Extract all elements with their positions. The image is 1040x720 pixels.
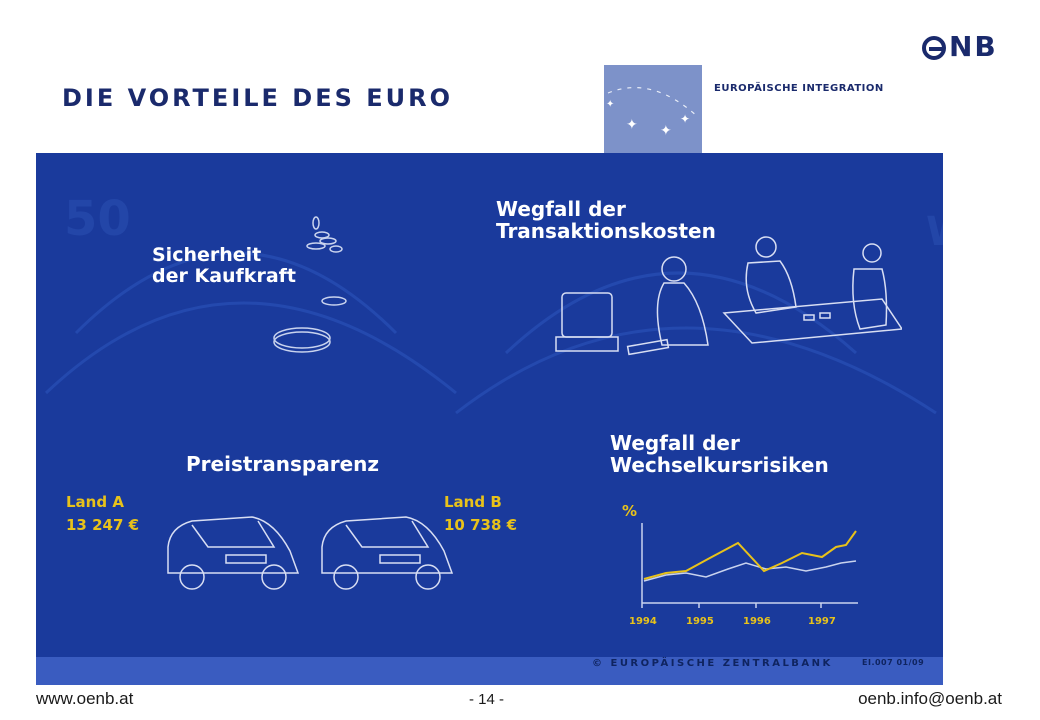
coins-illustration: [273, 216, 347, 353]
ecb-code: EI.007 01/09: [862, 658, 925, 667]
land-b-label: Land B: [444, 493, 502, 511]
land-a-price: 13 247 €: [66, 515, 140, 534]
bottom-band: [36, 657, 943, 685]
office-workers-illustration: [555, 236, 902, 356]
land-b-price: 10 738 €: [444, 515, 518, 534]
eu-integration-label: EUROPÄISCHE INTEGRATION: [714, 83, 884, 94]
euro-ring-icon: [922, 36, 946, 60]
oenb-logo: NB: [922, 30, 1006, 63]
heading-sicherheit: Sicherheit der Kaufkraft: [152, 244, 296, 287]
footer-page-number: - 14 -: [469, 691, 505, 708]
land-a-label: Land A: [66, 493, 124, 511]
chart-series-yellow: [643, 530, 857, 580]
page-title: DIE VORTEILE DES EURO: [62, 84, 454, 112]
chart-unit-label: %: [622, 502, 638, 520]
year-label: 1995: [686, 616, 714, 627]
svg-text:✦: ✦: [680, 112, 690, 126]
ecb-credit: © EUROPÄISCHE ZENTRALBANK: [592, 658, 833, 669]
exchange-rate-chart: [641, 523, 858, 608]
year-label: 1994: [629, 616, 657, 627]
land-a: Land A 13 247 €: [66, 491, 139, 536]
heading-preistransparenz: Preistransparenz: [186, 452, 380, 476]
eu-flag-image: ✦ ✦ ✦ ✦: [604, 65, 702, 155]
svg-text:✦: ✦: [606, 99, 614, 110]
heading-wechselkurs: Wegfall der Wechselkursrisiken: [610, 431, 829, 477]
svg-text:✦: ✦: [626, 117, 638, 133]
svg-text:W: W: [926, 209, 943, 255]
footer-website: www.oenb.at: [36, 689, 134, 708]
footer-email: oenb.info@oenb.at: [858, 689, 1002, 708]
heading-transaktion: Wegfall der Transaktionskosten: [496, 197, 716, 243]
car-a-illustration: [167, 516, 300, 590]
svg-text:50: 50: [64, 191, 131, 247]
year-label: 1996: [743, 616, 771, 627]
svg-text:✦: ✦: [660, 123, 672, 139]
year-label: 1997: [808, 616, 836, 627]
banknote-texture: 50 W: [44, 191, 943, 415]
land-b: Land B 10 738 €: [444, 491, 517, 536]
car-b-illustration: [321, 516, 454, 590]
chart-series-white: [643, 560, 857, 582]
